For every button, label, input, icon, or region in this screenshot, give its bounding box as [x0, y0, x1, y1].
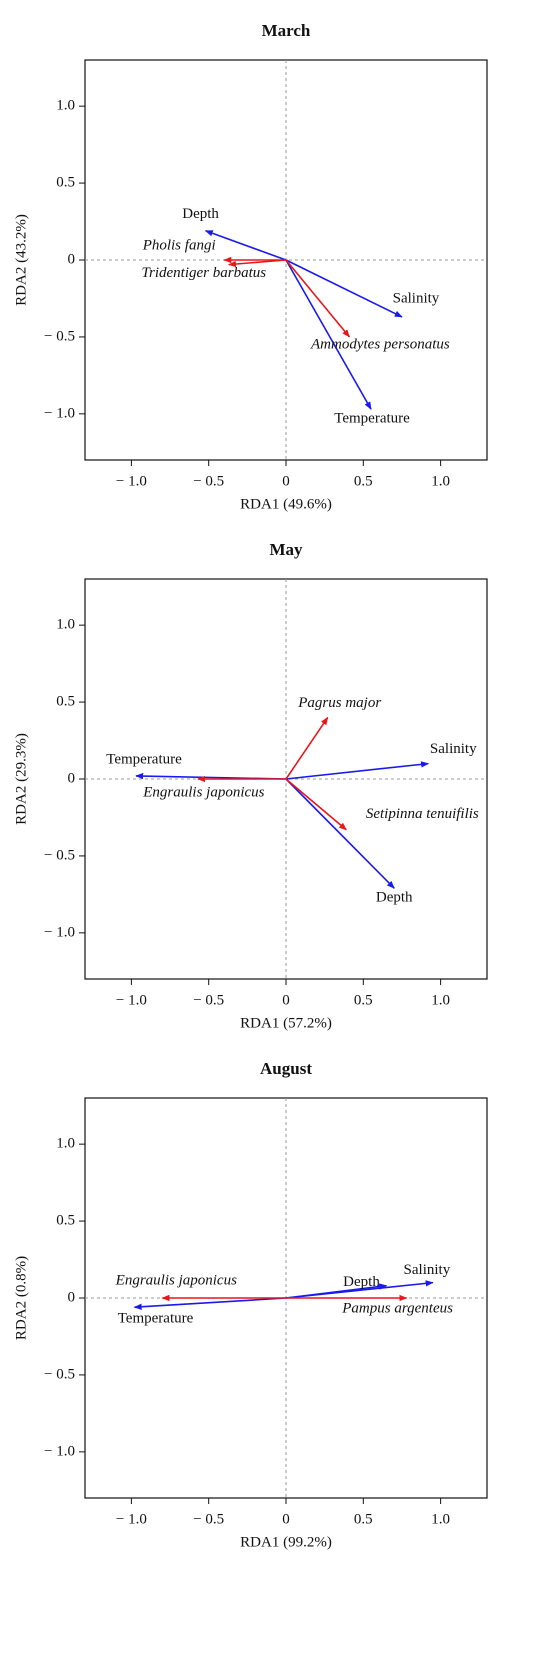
y-tick-label: − 0.5 — [44, 1366, 75, 1382]
y-tick-label: − 1.0 — [44, 924, 75, 940]
env-label: Temperature — [118, 1311, 194, 1327]
species-vector — [285, 259, 351, 338]
species-label: Engraulis japonicus — [115, 1272, 237, 1288]
y-tick-label: 0.5 — [56, 694, 75, 710]
y-axis-label: RDA2 (43.2%) — [13, 214, 29, 306]
y-axis-label: RDA2 (29.3%) — [13, 733, 29, 825]
env-label: Temperature — [106, 751, 182, 767]
species-label: Pampus argenteus — [341, 1300, 453, 1316]
env-label: Depth — [182, 206, 219, 222]
y-tick-label: 1.0 — [56, 1136, 75, 1152]
env-label: Salinity — [393, 290, 440, 306]
y-tick-label: 1.0 — [56, 98, 75, 114]
x-tick-label: 0 — [282, 992, 290, 1008]
y-tick-label: 0 — [68, 251, 76, 267]
species-label: Setipinna tenuifilis — [366, 806, 479, 822]
env-label: Depth — [376, 890, 413, 906]
x-tick-label: 0.5 — [354, 992, 373, 1008]
panel-title: May — [269, 540, 303, 559]
env-label: Depth — [343, 1274, 380, 1290]
y-tick-label: 0 — [68, 770, 76, 786]
env-vector — [285, 259, 403, 318]
x-tick-label: − 0.5 — [193, 473, 224, 489]
env-vector — [133, 1297, 287, 1310]
species-vector — [285, 716, 329, 780]
x-tick-label: − 1.0 — [116, 1511, 147, 1527]
env-vector — [285, 259, 372, 410]
env-vector — [285, 778, 395, 889]
species-label: Engraulis japonicus — [142, 784, 264, 800]
y-tick-label: − 1.0 — [44, 1443, 75, 1459]
env-vector — [285, 761, 430, 780]
y-tick-label: 0.5 — [56, 1213, 75, 1229]
x-tick-label: − 0.5 — [193, 1511, 224, 1527]
env-label: Salinity — [430, 741, 477, 757]
env-vector — [285, 1283, 388, 1299]
species-label: Pholis fangi — [142, 237, 216, 253]
y-tick-label: 0.5 — [56, 175, 75, 191]
x-tick-label: − 0.5 — [193, 992, 224, 1008]
species-label: Pagrus major — [297, 695, 381, 711]
species-label: Ammodytes personatus — [310, 336, 450, 352]
panel-title: August — [260, 1059, 312, 1078]
y-tick-label: − 1.0 — [44, 405, 75, 421]
x-tick-label: 1.0 — [431, 1511, 450, 1527]
env-label: Salinity — [404, 1262, 451, 1278]
x-tick-label: 1.0 — [431, 473, 450, 489]
y-tick-label: − 0.5 — [44, 847, 75, 863]
y-tick-label: 0 — [68, 1289, 76, 1305]
x-tick-label: 1.0 — [431, 992, 450, 1008]
y-tick-label: − 0.5 — [44, 328, 75, 344]
species-vector — [285, 778, 347, 831]
species-label: Tridentiger barbatus — [141, 265, 266, 281]
x-axis-label: RDA1 (49.6%) — [240, 496, 332, 512]
x-tick-label: − 1.0 — [116, 992, 147, 1008]
panel-title: March — [262, 21, 311, 40]
x-tick-label: 0.5 — [354, 1511, 373, 1527]
x-tick-label: 0 — [282, 1511, 290, 1527]
x-axis-label: RDA1 (57.2%) — [240, 1015, 332, 1031]
x-tick-label: 0 — [282, 473, 290, 489]
y-tick-label: 1.0 — [56, 617, 75, 633]
env-label: Temperature — [334, 411, 410, 427]
x-tick-label: − 1.0 — [116, 473, 147, 489]
env-vector — [204, 230, 287, 261]
x-tick-label: 0.5 — [354, 473, 373, 489]
y-axis-label: RDA2 (0.8%) — [13, 1256, 29, 1340]
x-axis-label: RDA1 (99.2%) — [240, 1534, 332, 1550]
species-vector — [227, 259, 287, 268]
